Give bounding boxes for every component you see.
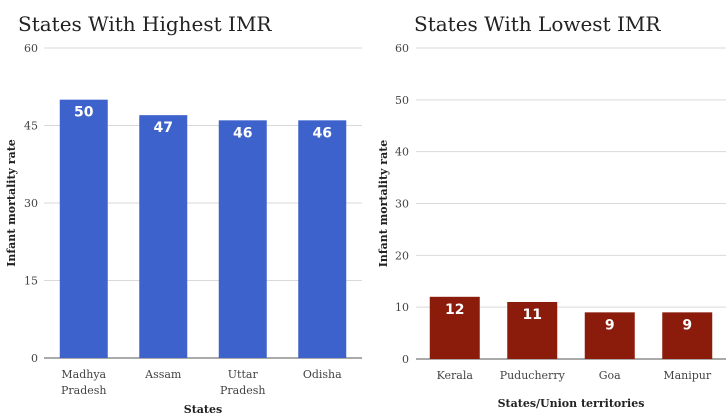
y-tick-label: 10 <box>395 301 409 314</box>
x-axis-title: States <box>184 403 222 416</box>
y-tick-label: 45 <box>24 120 38 133</box>
y-tick-label: 0 <box>31 352 38 365</box>
x-tick-label: Odisha <box>303 368 342 381</box>
x-tick-label: Madhya Pradesh <box>61 368 107 397</box>
data-label: 11 <box>523 307 542 323</box>
bar <box>59 99 108 359</box>
y-tick-label: 60 <box>395 42 409 55</box>
x-tick-label: Assam <box>144 368 182 381</box>
bar <box>507 301 558 359</box>
data-label: 9 <box>605 317 615 333</box>
data-label: 46 <box>233 125 252 141</box>
y-axis-title: Infant mortality rate <box>377 140 390 268</box>
chart-title: States With Highest IMR <box>18 12 272 36</box>
x-tick-label: Uttar Pradesh <box>220 368 266 397</box>
x-tick-label: Manipur <box>663 369 712 382</box>
y-tick-label: 30 <box>24 197 38 210</box>
x-tick-label: Goa <box>599 369 621 382</box>
x-axis-title: States/Union territories <box>498 397 645 410</box>
bar <box>662 312 713 359</box>
chart-1: States With Lowest IMR 0 10 20 30 40 50 60 12 Ker… <box>377 12 726 410</box>
y-tick-label: 30 <box>395 198 409 211</box>
chart-0: States With Highest IMR 0 15 30 45 60 50 Madhya… <box>5 12 362 416</box>
bar <box>298 120 347 358</box>
bar <box>218 120 267 358</box>
data-label: 50 <box>74 105 94 121</box>
y-tick-label: 40 <box>395 146 409 159</box>
y-tick-label: 60 <box>24 42 38 55</box>
x-tick-label: Puducherry <box>500 369 566 382</box>
chart-title: States With Lowest IMR <box>414 12 661 36</box>
x-tick-label: Kerala <box>437 369 474 382</box>
data-label: 9 <box>682 317 692 333</box>
data-label: 47 <box>154 120 173 136</box>
data-label: 46 <box>313 125 332 141</box>
y-tick-label: 0 <box>402 353 409 366</box>
bar <box>139 115 188 359</box>
bar <box>429 296 480 359</box>
y-tick-label: 20 <box>395 249 409 262</box>
y-tick-label: 15 <box>24 275 38 288</box>
bar <box>584 312 635 359</box>
y-axis-title: Infant mortality rate <box>5 139 18 267</box>
y-tick-label: 50 <box>395 94 409 107</box>
data-label: 12 <box>445 302 464 318</box>
